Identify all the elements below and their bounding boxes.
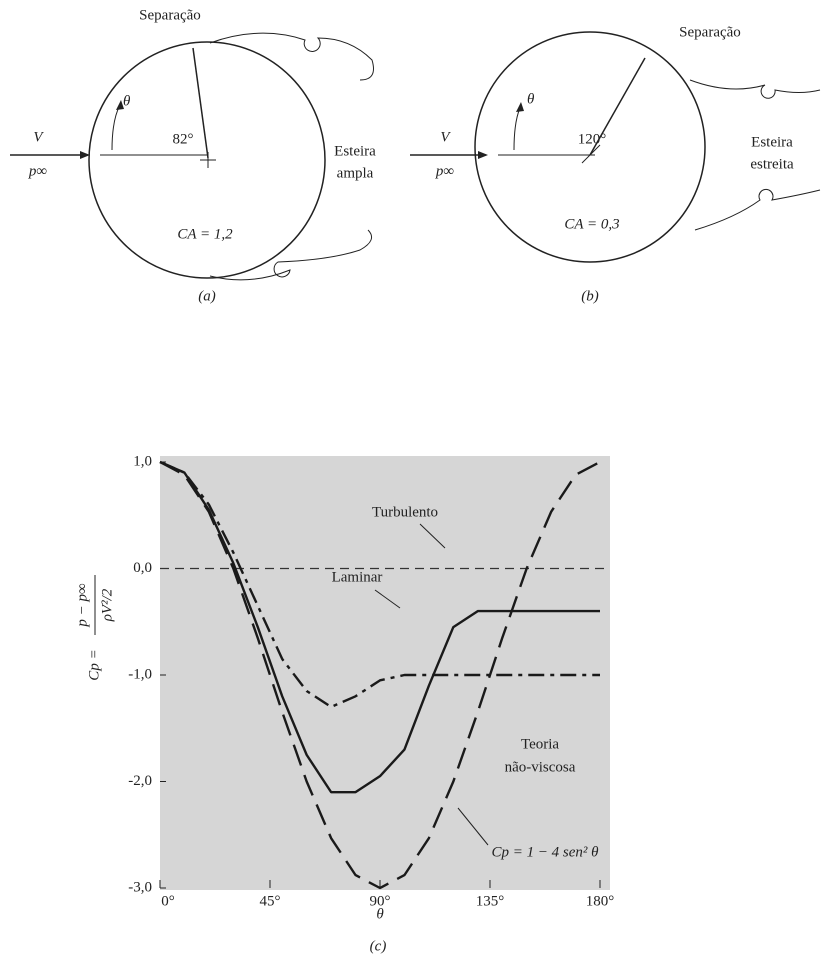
- wake-label: ampla: [337, 165, 374, 181]
- leader-line: [457, 807, 489, 846]
- wake-vortex: [209, 32, 374, 81]
- x-tick-label: 0°: [161, 893, 175, 909]
- wake-label: estreita: [750, 156, 794, 172]
- x-tick-label: 135°: [476, 893, 505, 909]
- x-axis-label: θ: [376, 906, 384, 922]
- series-line: [159, 460, 600, 709]
- arrow-head: [516, 102, 524, 112]
- y-label-numerator: p − p∞: [74, 583, 90, 628]
- leader-line: [419, 523, 446, 549]
- wake-label: Esteira: [334, 143, 376, 159]
- y-label-lhs: Cp =: [86, 649, 102, 680]
- y-axis-label: Cp = p − p∞ ρV²/2: [74, 575, 115, 681]
- theta-arrow: [513, 107, 521, 151]
- center-mark: [581, 144, 601, 164]
- x-tick-label: 180°: [586, 893, 615, 909]
- wake-label: Esteira: [751, 134, 793, 150]
- diagram-a: Separação θ V p∞ 82° Esteira ampla CA = …: [10, 7, 376, 304]
- annotation: Teoria: [521, 736, 559, 752]
- caption: (c): [370, 938, 387, 954]
- wake-vortex: [209, 229, 373, 281]
- velocity-label: V: [440, 129, 451, 145]
- annotation: Turbulento: [372, 504, 438, 520]
- theta-label: θ: [123, 93, 131, 109]
- wake-vortex: [694, 188, 821, 231]
- arrow-head: [478, 151, 488, 159]
- caption: (a): [198, 288, 216, 304]
- cylinder: [88, 41, 326, 279]
- series-line: [159, 460, 600, 794]
- drag-label: CA = 0,3: [564, 216, 619, 232]
- separation-label: Separação: [679, 24, 741, 40]
- annotation: Cp = 1 − 4 sen² θ: [491, 844, 599, 860]
- drag-label: CA = 1,2: [177, 226, 233, 242]
- y-tick-label: -3,0: [128, 879, 152, 895]
- pressure-label: p∞: [435, 163, 455, 179]
- plot-area: [159, 460, 610, 890]
- angle-label: 82°: [173, 131, 194, 147]
- y-tick-label: 1,0: [133, 453, 152, 469]
- pressure-label: p∞: [28, 163, 48, 179]
- leader-line: [374, 589, 401, 609]
- x-tick-label: 45°: [260, 893, 281, 909]
- caption: (b): [581, 288, 599, 304]
- y-tick-label: 0,0: [133, 560, 152, 576]
- theta-label: θ: [527, 91, 535, 107]
- annotation: Laminar: [332, 569, 383, 585]
- y-label-denominator: ρV²/2: [99, 588, 115, 622]
- x-tick-label: 90°: [370, 893, 391, 909]
- series-line: [159, 460, 601, 890]
- y-tick-label: -1,0: [128, 666, 152, 682]
- separation-label: Separação: [139, 7, 201, 23]
- cylinder: [474, 31, 706, 263]
- arrow-head: [80, 151, 90, 159]
- theta-arrow: [111, 104, 121, 151]
- separation-line: [192, 47, 209, 159]
- separation-line: [589, 57, 646, 156]
- angle-label: 120°: [578, 131, 607, 147]
- wake-vortex: [689, 79, 821, 99]
- diagram-b: Separação θ V p∞ 120° Esteira estreita C…: [410, 24, 821, 304]
- arrow-head: [116, 100, 124, 110]
- velocity-label: V: [33, 129, 44, 145]
- y-tick-label: -2,0: [128, 773, 152, 789]
- plot-background: [160, 456, 610, 890]
- annotation: não-viscosa: [505, 759, 576, 775]
